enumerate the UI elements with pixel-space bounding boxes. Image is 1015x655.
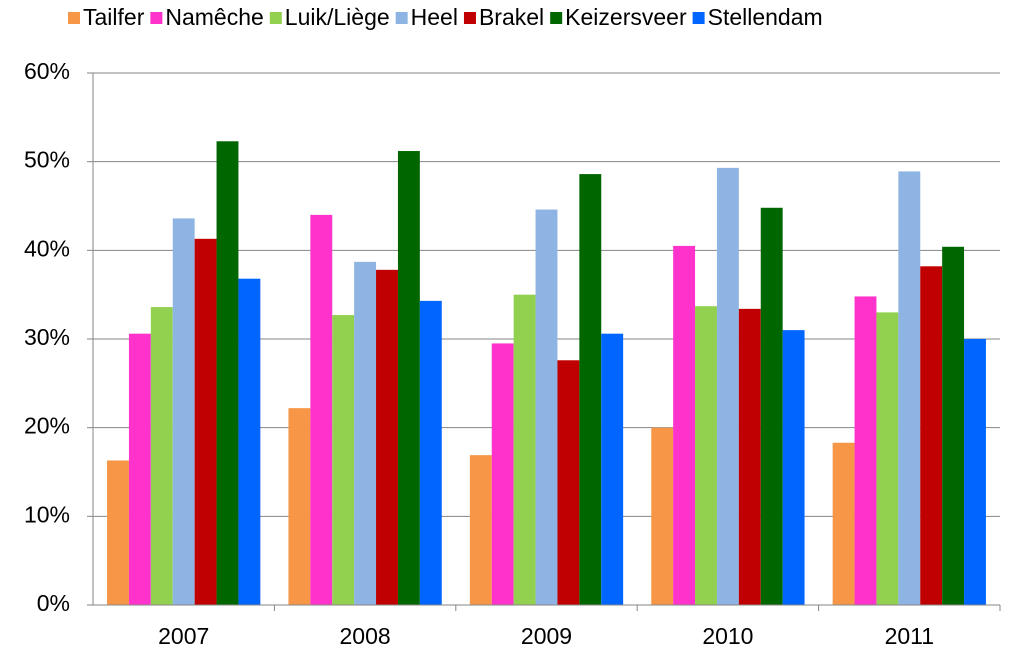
y-tick-label: 20% bbox=[24, 413, 70, 439]
bar bbox=[651, 427, 674, 605]
y-tick-label: 40% bbox=[24, 235, 70, 261]
bar bbox=[513, 294, 536, 605]
bar bbox=[738, 308, 761, 605]
legend-swatch bbox=[692, 12, 705, 24]
legend-swatch bbox=[68, 12, 80, 24]
x-tick-label: 2008 bbox=[340, 623, 391, 649]
y-tick-label: 50% bbox=[24, 147, 70, 173]
bar bbox=[942, 246, 965, 605]
legend-label: Tailfer bbox=[83, 4, 145, 30]
bar bbox=[579, 174, 602, 605]
bar bbox=[397, 151, 420, 605]
y-tick-label: 30% bbox=[24, 324, 70, 350]
x-tick-label: 2010 bbox=[702, 623, 753, 649]
bar bbox=[376, 269, 398, 605]
legend-swatch bbox=[395, 12, 408, 24]
legend-label: Heel bbox=[411, 4, 458, 30]
bar bbox=[354, 261, 377, 605]
bar bbox=[854, 296, 877, 605]
bar bbox=[332, 315, 355, 605]
y-tick-label: 0% bbox=[37, 590, 70, 616]
bar bbox=[920, 266, 943, 605]
bar bbox=[310, 214, 333, 605]
bar bbox=[695, 306, 717, 605]
bar bbox=[194, 238, 217, 605]
bar bbox=[782, 330, 805, 605]
legend-label: Luik/Liège bbox=[285, 4, 390, 30]
legend-swatch bbox=[463, 12, 476, 24]
bar bbox=[760, 207, 783, 606]
bar bbox=[832, 442, 855, 605]
legend-label: Namêche bbox=[165, 4, 263, 30]
bar bbox=[172, 218, 195, 605]
bar bbox=[876, 312, 899, 605]
bar bbox=[469, 455, 492, 605]
bar bbox=[964, 339, 986, 605]
legend-swatch bbox=[150, 12, 163, 24]
bar bbox=[128, 333, 151, 605]
bar bbox=[491, 343, 514, 605]
bar bbox=[107, 460, 129, 605]
bar bbox=[288, 408, 311, 605]
bar bbox=[601, 333, 624, 605]
x-tick-label: 2007 bbox=[158, 623, 209, 649]
legend-swatch bbox=[550, 12, 563, 24]
bar bbox=[898, 171, 921, 606]
bar bbox=[419, 300, 442, 605]
y-tick-label: 60% bbox=[24, 58, 70, 84]
bar bbox=[557, 360, 580, 605]
bar bbox=[216, 141, 239, 606]
x-tick-label: 2009 bbox=[521, 623, 572, 649]
legend-label: Stellendam bbox=[708, 4, 823, 30]
legend-label: Brakel bbox=[479, 4, 544, 30]
bar bbox=[150, 307, 173, 605]
x-tick-label: 2011 bbox=[885, 623, 934, 649]
y-tick-label: 10% bbox=[24, 501, 70, 527]
legend-swatch bbox=[269, 12, 282, 24]
bar bbox=[535, 209, 558, 605]
bar bbox=[716, 167, 739, 605]
legend-label: Keizersveer bbox=[565, 4, 687, 30]
bar bbox=[673, 245, 696, 605]
bar bbox=[238, 278, 261, 605]
